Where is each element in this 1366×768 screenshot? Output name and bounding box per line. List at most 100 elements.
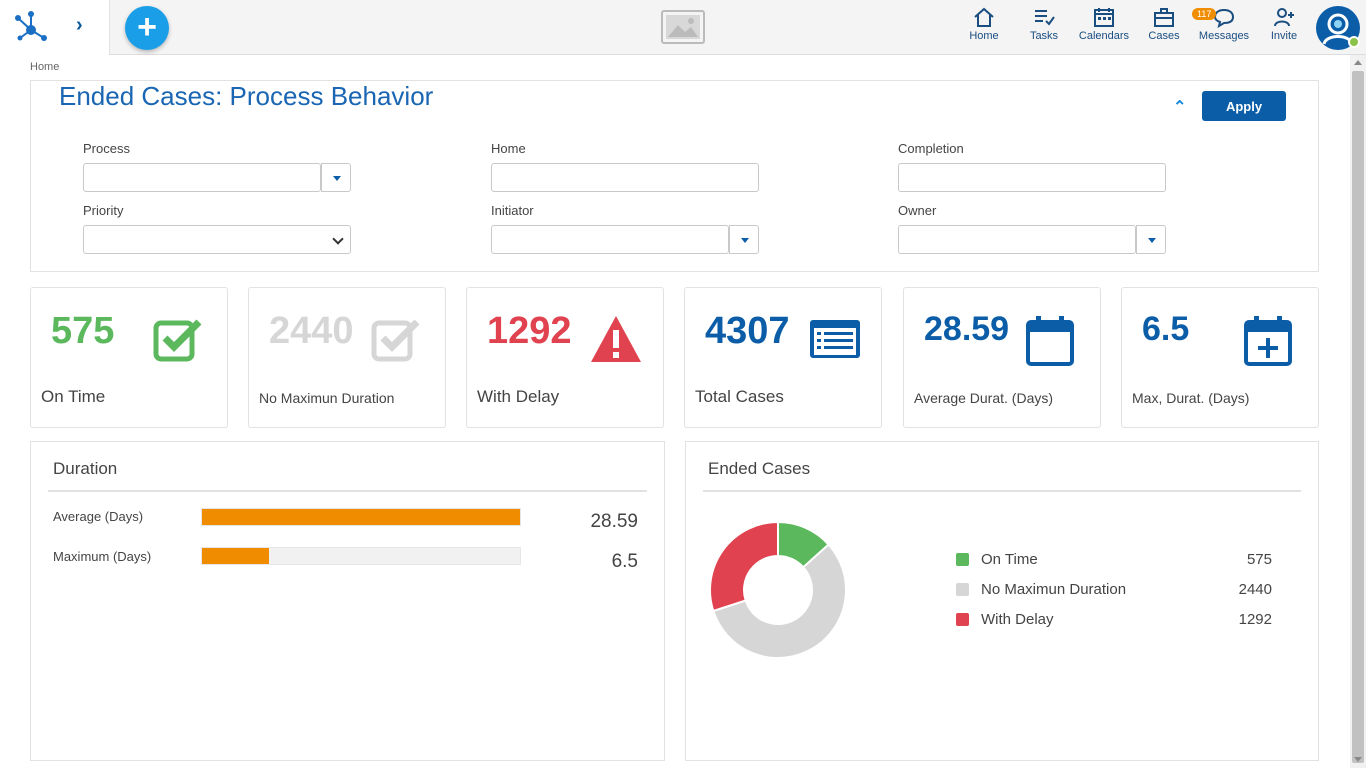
- home-label: Home: [491, 141, 526, 156]
- owner-dropdown-button[interactable]: [1136, 225, 1166, 254]
- check-square-icon: [153, 319, 202, 362]
- initiator-dropdown-button[interactable]: [729, 225, 759, 254]
- apply-button[interactable]: Apply: [1202, 91, 1286, 121]
- messages-badge: 117: [1192, 8, 1217, 20]
- top-bar: › + Home Tasks Calendars Cases 117 Messa…: [0, 0, 1366, 55]
- add-button[interactable]: +: [125, 6, 169, 50]
- duration-bar-track: [201, 547, 521, 565]
- priority-label: Priority: [83, 203, 124, 218]
- kpi-label: On Time: [41, 387, 106, 406]
- legend-swatch: [956, 583, 969, 596]
- vertical-scrollbar[interactable]: [1350, 55, 1366, 768]
- duration-bar-track: [201, 508, 521, 526]
- legend-swatch: [956, 553, 969, 566]
- legend-label: On Time: [981, 551, 1038, 568]
- kpi-value: 4307: [705, 310, 790, 352]
- initiator-input[interactable]: [491, 225, 729, 254]
- initiator-label: Initiator: [491, 203, 534, 218]
- kpi-value: 575: [51, 310, 115, 352]
- legend-label: No Maximun Duration: [981, 581, 1127, 598]
- nav-label: Cases: [1148, 30, 1180, 42]
- process-dropdown-button[interactable]: [321, 163, 351, 192]
- kpi-value: 6.5: [1142, 310, 1190, 348]
- kpi-label: No Maximun Duration: [259, 390, 395, 406]
- scroll-up-icon[interactable]: [1354, 60, 1362, 65]
- page-title: Ended Cases: Process Behavior: [59, 81, 434, 111]
- avatar[interactable]: [1316, 6, 1360, 50]
- kpi-card-with-delay[interactable]: 1292 With Delay: [466, 287, 664, 428]
- warning-icon: [591, 316, 641, 362]
- calendar-plus-icon: [1244, 316, 1292, 366]
- kpi-label: With Delay: [477, 387, 560, 406]
- legend-item-with-delay: With Delay 1292: [956, 609, 1286, 629]
- kpi-label: Total Cases: [695, 387, 784, 406]
- ended-cases-panel: Ended Cases On Time 575 No Maximun Durat…: [685, 441, 1319, 761]
- donut-slice-no-maximun-duration[interactable]: [712, 543, 847, 659]
- filter-panel: Ended Cases: Process Behavior ⌃ Apply Pr…: [30, 80, 1319, 272]
- scrollbar-thumb[interactable]: [1352, 71, 1364, 763]
- breadcrumb[interactable]: Home: [30, 61, 60, 73]
- scroll-down-icon[interactable]: [1354, 757, 1362, 762]
- legend-value: 1292: [1238, 611, 1272, 628]
- home-icon: [974, 7, 994, 27]
- tasks-icon: [1035, 10, 1055, 26]
- nav-cases[interactable]: Cases: [1145, 6, 1183, 50]
- add-user-icon: [1274, 8, 1294, 27]
- duration-row-value: 6.5: [611, 551, 638, 572]
- expand-chevron-icon[interactable]: ›: [76, 14, 83, 36]
- completion-input[interactable]: [898, 163, 1166, 192]
- nav-invite[interactable]: Invite: [1267, 6, 1301, 50]
- collapse-chevron-icon[interactable]: ⌃: [1173, 99, 1187, 116]
- nav-label: Home: [969, 30, 999, 42]
- nav-calendars[interactable]: Calendars: [1077, 6, 1131, 50]
- legend-item-on-time: On Time 575: [956, 549, 1286, 569]
- donut-slice-with-delay[interactable]: [709, 520, 779, 613]
- kpi-value: 2440: [269, 310, 354, 352]
- legend-label: With Delay: [981, 611, 1054, 628]
- kpi-card-total-cases[interactable]: 4307 Total Cases: [684, 287, 882, 428]
- kpi-label: Average Durat. (Days): [914, 390, 1054, 406]
- app-logo-icon: [15, 11, 47, 41]
- image-placeholder-icon: [661, 10, 705, 44]
- chat-icon: [1213, 8, 1235, 28]
- legend-item-no-max-duration: No Maximun Duration 2440: [956, 579, 1286, 599]
- priority-select[interactable]: [83, 225, 351, 254]
- nav-label: Calendars: [1078, 30, 1130, 42]
- kpi-card-on-time[interactable]: 575 On Time: [30, 287, 228, 428]
- duration-row-label: Average (Days): [53, 509, 144, 524]
- kpi-value: 28.59: [924, 310, 1010, 348]
- kpi-label: Max, Durat. (Days): [1132, 390, 1250, 406]
- duration-panel: Duration Average (Days) 28.59 Maximum (D…: [30, 441, 665, 761]
- divider: [703, 490, 1301, 492]
- duration-bar-average: [202, 509, 520, 525]
- kpi-card-average-duration[interactable]: 28.59 Average Durat. (Days): [903, 287, 1101, 428]
- kpi-card-no-max-duration[interactable]: 2440 No Maximun Duration: [248, 287, 446, 428]
- kpi-value: 1292: [487, 310, 572, 352]
- duration-title: Duration: [53, 459, 118, 478]
- legend-value: 2440: [1238, 581, 1272, 598]
- nav-home[interactable]: Home: [966, 6, 1002, 50]
- ended-cases-title: Ended Cases: [708, 459, 811, 478]
- home-input[interactable]: [491, 163, 759, 192]
- nav-label: Invite: [1270, 30, 1298, 42]
- online-status-icon: [1348, 36, 1360, 48]
- duration-row-value: 28.59: [590, 511, 638, 532]
- check-square-icon: [371, 319, 420, 362]
- calendar-icon: [1026, 316, 1074, 366]
- nav-messages[interactable]: 117 Messages: [1192, 6, 1251, 50]
- nav-label: Messages: [1198, 30, 1250, 42]
- divider: [48, 490, 647, 492]
- duration-bar-maximum: [202, 548, 269, 564]
- owner-label: Owner: [898, 203, 937, 218]
- process-input[interactable]: [83, 163, 321, 192]
- completion-label: Completion: [898, 141, 964, 156]
- nav-label: Tasks: [1029, 30, 1059, 42]
- logo-area[interactable]: ›: [0, 0, 110, 55]
- owner-input[interactable]: [898, 225, 1136, 254]
- list-icon: [810, 320, 860, 358]
- ended-cases-donut-chart: [709, 520, 847, 659]
- calendar-icon: [1094, 8, 1114, 27]
- kpi-card-max-duration[interactable]: 6.5 Max, Durat. (Days): [1121, 287, 1319, 428]
- nav-tasks[interactable]: Tasks: [1026, 6, 1062, 50]
- legend-swatch: [956, 613, 969, 626]
